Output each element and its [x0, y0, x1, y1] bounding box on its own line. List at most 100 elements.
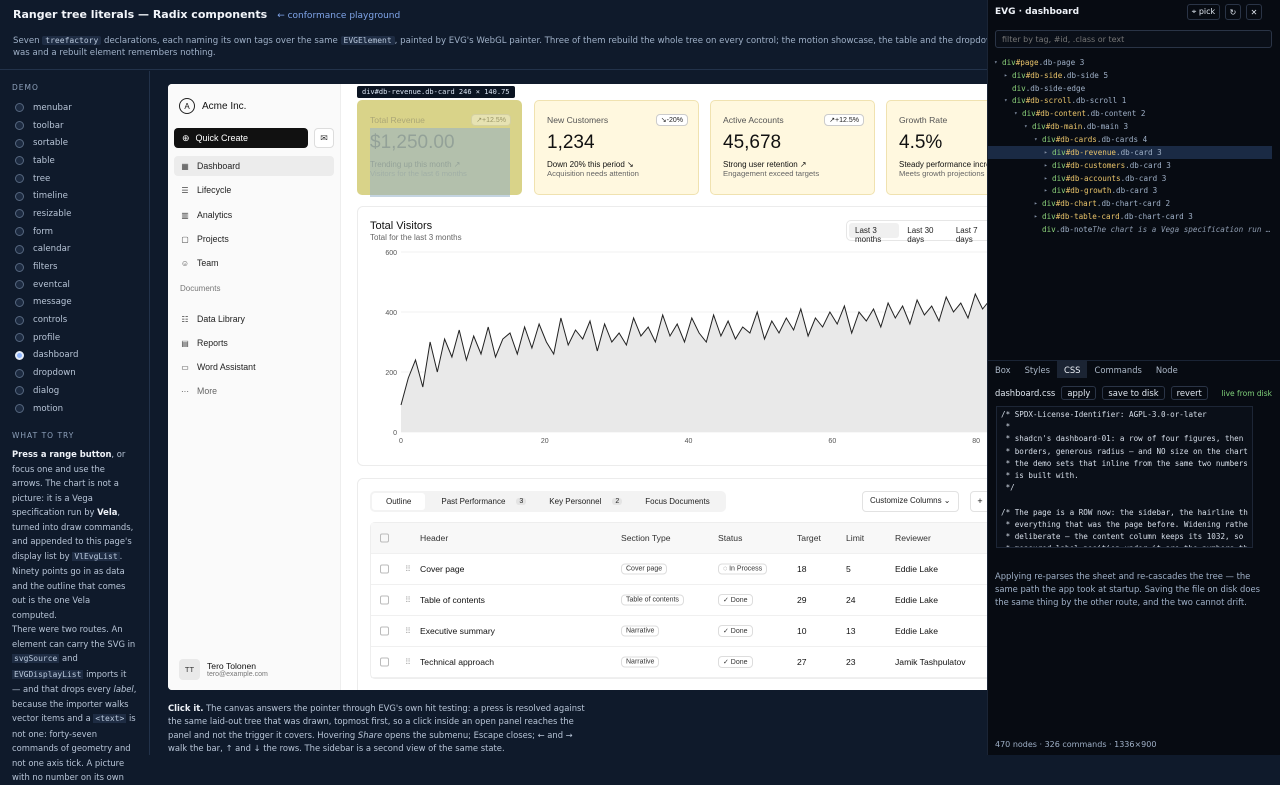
- apply-button[interactable]: apply: [1061, 386, 1097, 400]
- nav-item-team[interactable]: ☺ Team: [174, 253, 334, 273]
- demo-radio-message[interactable]: message: [12, 294, 137, 312]
- toggle-icon[interactable]: ▾: [1024, 123, 1028, 131]
- nav-item-dashboard[interactable]: ▦ Dashboard: [174, 156, 334, 176]
- nav-item-reports[interactable]: ▤ Reports: [174, 333, 334, 353]
- demo-radio-calendar[interactable]: calendar: [12, 241, 137, 259]
- nav-item-analytics[interactable]: ▥ Analytics: [174, 205, 334, 225]
- x-tick-label: 20: [541, 438, 549, 445]
- tree-node[interactable]: ▸ div #db-accounts .db-card 3: [988, 172, 1272, 185]
- demo-radio-controls[interactable]: controls: [12, 311, 137, 329]
- inbox-button[interactable]: ✉: [314, 128, 334, 148]
- tree-node[interactable]: div .db-side-edge: [988, 82, 1272, 95]
- inspector-tab-box[interactable]: Box: [995, 365, 1011, 375]
- demo-radio-dashboard[interactable]: dashboard: [12, 347, 137, 365]
- tree-node[interactable]: ▸ div #db-table-card .db-chart-card 3: [988, 210, 1272, 223]
- drag-handle-icon[interactable]: ⠿: [405, 564, 411, 574]
- drag-handle-icon[interactable]: ⠿: [405, 657, 411, 667]
- user-profile[interactable]: TT Tero Tolonen tero@example.com: [179, 659, 268, 680]
- range-button[interactable]: Last 3 months: [849, 223, 900, 244]
- tab-label: Outline: [386, 497, 412, 506]
- demo-radio-timeline[interactable]: timeline: [12, 187, 137, 205]
- radio-icon: [15, 209, 24, 219]
- pick-button[interactable]: ⌖ pick: [1187, 4, 1220, 20]
- toggle-icon[interactable]: ▾: [1014, 110, 1018, 118]
- nav-item-word-assistant[interactable]: ▭ Word Assistant: [174, 357, 334, 377]
- dashboard-canvas[interactable]: A Acme Inc. ⊕ Quick Create ✉ ▦ Dashboard ☰ Li…: [168, 84, 987, 690]
- tree-node[interactable]: ▾ div #db-main .db-main 3: [988, 120, 1272, 133]
- section-type-badge: Cover page: [621, 563, 668, 575]
- nav-item-data-library[interactable]: ☷ Data Library: [174, 309, 334, 329]
- filter-input[interactable]: [995, 30, 1272, 48]
- toggle-icon[interactable]: ▸: [1044, 148, 1048, 156]
- node-id: #db-cards: [1055, 134, 1097, 144]
- toggle-icon[interactable]: ▾: [1004, 97, 1008, 105]
- tree-node[interactable]: ▾ div #db-scroll .db-scroll 1: [988, 95, 1272, 108]
- tree-node[interactable]: ▸ div #db-side .db-side 5: [988, 69, 1272, 82]
- nav-item-more[interactable]: ··· More: [174, 381, 334, 401]
- tree-node[interactable]: ▸ div #db-revenue .db-card 3: [988, 145, 1272, 159]
- demo-radio-dropdown[interactable]: dropdown: [12, 364, 137, 382]
- demo-radio-sortable[interactable]: sortable: [12, 134, 137, 152]
- refresh-button[interactable]: ↻: [1225, 4, 1241, 20]
- table-tab-outline[interactable]: Outline: [372, 493, 426, 510]
- inspector-tab-styles[interactable]: Styles: [1024, 365, 1050, 375]
- tree-node[interactable]: div .db-note The chart is a Vega specifi…: [988, 223, 1272, 236]
- row-checkbox[interactable]: [380, 595, 389, 605]
- demo-radio-dialog[interactable]: dialog: [12, 382, 137, 400]
- brand[interactable]: A Acme Inc.: [179, 98, 246, 114]
- node-id: #db-table-card: [1055, 212, 1120, 222]
- tree-node[interactable]: ▾ div #db-cards .db-cards 4: [988, 133, 1272, 146]
- tree-node[interactable]: ▸ div #db-customers .db-card 3: [988, 159, 1272, 172]
- table-tab-key-personnel[interactable]: Key Personnel 2: [535, 493, 629, 510]
- toggle-icon[interactable]: ▾: [1034, 135, 1038, 143]
- inspector-tab-css[interactable]: CSS: [1056, 361, 1088, 378]
- toggle-icon[interactable]: ▸: [1034, 213, 1038, 221]
- demo-radio-tree[interactable]: tree: [12, 170, 137, 188]
- drag-handle-icon[interactable]: ⠿: [405, 595, 411, 605]
- table-tab-past-performance[interactable]: Past Performance 3: [427, 493, 533, 510]
- toggle-icon[interactable]: ▸: [1044, 174, 1048, 182]
- close-button[interactable]: ✕: [1246, 4, 1262, 20]
- select-all-checkbox[interactable]: [380, 533, 389, 543]
- conformance-link[interactable]: ← conformance playground: [277, 11, 401, 21]
- demo-radio-toolbar[interactable]: toolbar: [12, 117, 137, 135]
- radio-icon: [15, 138, 24, 148]
- toggle-icon[interactable]: ▸: [1044, 187, 1048, 195]
- row-checkbox[interactable]: [380, 564, 389, 574]
- row-checkbox[interactable]: [380, 657, 389, 667]
- css-editor[interactable]: /* SPDX-License-Identifier: AGPL-3.0-or-…: [996, 406, 1253, 548]
- row-checkbox[interactable]: [380, 626, 389, 636]
- toggle-icon[interactable]: ▸: [1034, 200, 1038, 208]
- tree-node[interactable]: ▾ div #page .db-page 3: [988, 56, 1272, 69]
- demo-radio-filters[interactable]: filters: [12, 258, 137, 276]
- card-value: 1,234: [547, 132, 595, 153]
- demo-radio-table[interactable]: table: [12, 152, 137, 170]
- range-button[interactable]: Last 30 days: [907, 226, 934, 244]
- toggle-icon[interactable]: ▸: [1004, 71, 1008, 79]
- demo-radio-profile[interactable]: profile: [12, 329, 137, 347]
- customize-columns-button[interactable]: Customize Columns ⌄: [862, 491, 959, 512]
- tree-node[interactable]: ▸ div #db-growth .db-card 3: [988, 184, 1272, 197]
- add-section-button[interactable]: +: [970, 491, 987, 512]
- toggle-icon[interactable]: ▾: [994, 58, 998, 66]
- node-id: #db-accounts: [1065, 173, 1121, 183]
- tree-node[interactable]: ▾ div #db-content .db-content 2: [988, 107, 1272, 120]
- nav-item-projects[interactable]: ▢ Projects: [174, 229, 334, 249]
- tree-node[interactable]: ▸ div #db-chart .db-chart-card 2: [988, 197, 1272, 210]
- demo-radio-menubar[interactable]: menubar: [12, 99, 137, 117]
- inspector-tab-commands[interactable]: Commands: [1094, 365, 1142, 375]
- toggle-icon[interactable]: ▸: [1044, 161, 1048, 169]
- drag-handle-icon[interactable]: ⠿: [405, 626, 411, 636]
- nav-item-lifecycle[interactable]: ☰ Lifecycle: [174, 180, 334, 200]
- card-value: 4.5%: [899, 132, 943, 153]
- range-button[interactable]: Last 7 days: [955, 226, 978, 244]
- inspector-tab-node[interactable]: Node: [1155, 365, 1178, 375]
- save-to-disk-button[interactable]: save to disk: [1102, 386, 1165, 400]
- demo-radio-eventcal[interactable]: eventcal: [12, 276, 137, 294]
- revert-button[interactable]: revert: [1170, 386, 1208, 400]
- demo-radio-motion[interactable]: motion: [12, 400, 137, 418]
- demo-radio-form[interactable]: form: [12, 223, 137, 241]
- quick-create-button[interactable]: ⊕ Quick Create: [174, 128, 308, 148]
- table-tab-focus-documents[interactable]: Focus Documents: [631, 493, 723, 510]
- demo-radio-resizable[interactable]: resizable: [12, 205, 137, 223]
